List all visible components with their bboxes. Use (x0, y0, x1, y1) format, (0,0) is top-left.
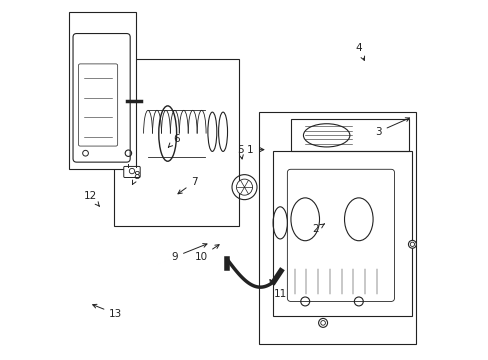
Text: 6: 6 (168, 134, 180, 147)
Bar (114, 59, 239, 226)
Ellipse shape (320, 320, 325, 325)
Ellipse shape (409, 242, 414, 247)
Text: 3: 3 (374, 118, 409, 137)
Text: 7: 7 (178, 177, 198, 194)
Ellipse shape (82, 150, 88, 156)
Text: 4: 4 (355, 43, 364, 60)
Text: 11: 11 (269, 280, 286, 299)
Ellipse shape (129, 168, 134, 174)
Text: 10: 10 (194, 245, 219, 262)
Bar (69, 12, 135, 169)
Text: 9: 9 (171, 244, 206, 262)
Ellipse shape (407, 240, 415, 248)
Text: 1: 1 (247, 145, 264, 155)
FancyBboxPatch shape (123, 166, 140, 177)
Text: 5: 5 (236, 145, 243, 159)
Text: 2: 2 (312, 224, 324, 234)
Bar (258, 112, 415, 344)
Ellipse shape (236, 179, 252, 195)
Text: 12: 12 (84, 191, 99, 206)
Text: 13: 13 (93, 304, 122, 319)
Text: 8: 8 (132, 171, 140, 185)
Ellipse shape (318, 319, 327, 327)
